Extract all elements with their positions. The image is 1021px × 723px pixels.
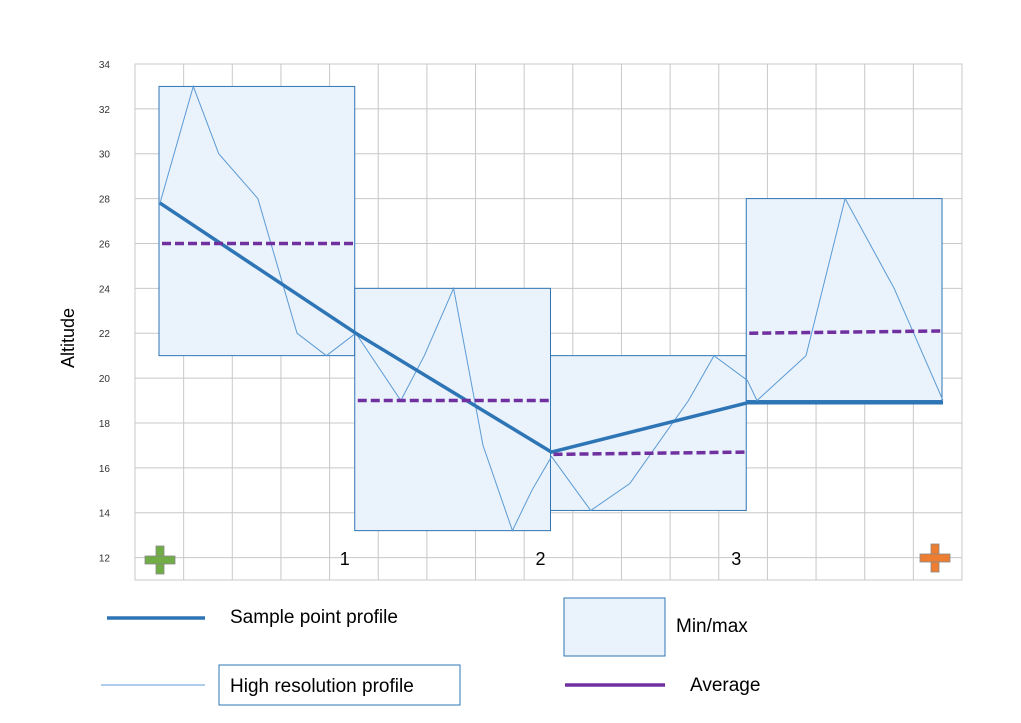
y-tick-label: 18 xyxy=(99,419,111,430)
start-plus-icon xyxy=(144,545,176,575)
y-tick-label: 12 xyxy=(99,554,111,565)
y-tick-label: 24 xyxy=(99,284,111,295)
legend-label-high-res: High resolution profile xyxy=(230,676,414,697)
plot-frame xyxy=(134,63,963,581)
y-tick-label: 32 xyxy=(99,105,111,116)
y-axis: 12 14 16 18 20 22 24 26 28 30 32 34 xyxy=(99,60,111,565)
average-lines xyxy=(162,241,942,457)
plus-center xyxy=(931,554,939,562)
legend-swatch-minmax xyxy=(563,597,666,657)
x-marker-label: 1 xyxy=(340,549,350,569)
y-tick-label: 28 xyxy=(99,195,111,206)
x-marker-label: 3 xyxy=(731,549,741,569)
x-marker-label: 2 xyxy=(535,549,545,569)
minmax-box xyxy=(550,355,747,511)
y-tick-label: 34 xyxy=(99,60,111,71)
minmax-box xyxy=(354,287,551,532)
y-tick-label: 20 xyxy=(99,374,111,385)
legend-label-sample: Sample point profile xyxy=(230,607,398,628)
end-plus-icon xyxy=(919,543,951,573)
high-resolution-profile-line xyxy=(159,84,944,532)
legend-label-box-high-res xyxy=(218,664,461,706)
minmax-box xyxy=(745,198,943,402)
x-markers: 1 2 3 xyxy=(144,543,951,575)
y-tick-label: 16 xyxy=(99,464,111,475)
sample-point-profile-line xyxy=(159,201,943,454)
legend-label-average: Average xyxy=(690,675,760,696)
y-tick-label: 26 xyxy=(99,239,111,250)
y-tick-label: 22 xyxy=(99,329,111,340)
sample-point-profile xyxy=(159,201,943,454)
average-line xyxy=(553,450,746,457)
legend: Sample point profile High resolution prof… xyxy=(101,597,760,706)
legend-label-minmax: Min/max xyxy=(676,616,748,637)
y-tick-label: 14 xyxy=(99,509,111,520)
high-resolution-profile xyxy=(159,84,944,532)
y-axis-label: Altitude xyxy=(58,308,78,368)
y-tick-label: 30 xyxy=(99,150,111,161)
minmax-boxes xyxy=(158,85,943,532)
average-line xyxy=(749,329,942,335)
plus-center xyxy=(156,556,164,564)
